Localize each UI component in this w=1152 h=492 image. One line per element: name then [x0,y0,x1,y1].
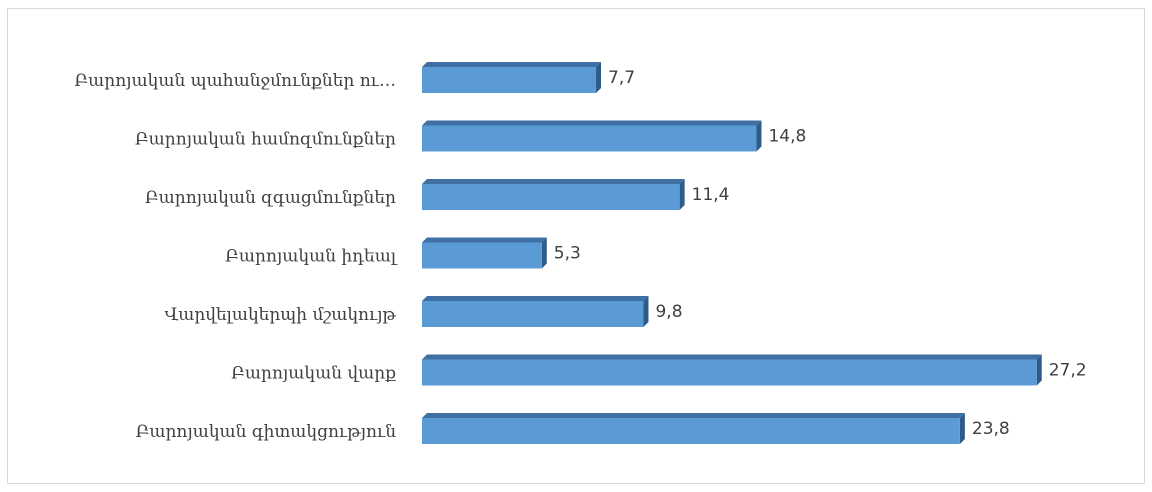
bar-top-face [422,296,649,301]
bar-top-face [422,62,602,67]
category-label: Բարոյական համոզմունքներ [135,130,396,150]
data-label: 7,7 [608,68,635,88]
bar [422,418,960,444]
bar-top-face [422,237,547,243]
data-label: 14,8 [768,127,806,147]
bar-side-face [756,120,762,152]
category-label: Վարվելակերպի մշակույթ [165,305,397,325]
bar-side-face [541,237,547,269]
bar [422,242,542,269]
bar-side-face [959,413,965,444]
category-label: Բարոյական վարք [231,364,396,384]
bar [422,184,680,210]
category-label: Բարոյական պահանջմունքներ ու… [74,71,396,91]
bar [422,301,644,327]
bar [422,67,597,93]
bar [422,125,757,152]
bar-top-face [422,354,1042,360]
data-label: 27,2 [1049,361,1087,381]
data-label: 5,3 [554,244,581,264]
category-label: Բարոյական գիտակցություն [136,422,397,442]
data-label: 9,8 [655,302,682,322]
bar-side-face [1036,354,1042,386]
bar-side-face [679,179,685,210]
bar [422,359,1037,386]
data-label: 11,4 [692,185,730,205]
bar-side-face [596,62,602,93]
bar-top-face [422,120,762,126]
bar-side-face [643,296,649,327]
bar-top-face [422,413,965,418]
category-label: Բարոյական իդեալ [225,247,398,267]
bar-top-face [422,179,685,184]
data-label: 23,8 [972,419,1010,439]
category-label: Բարոյական զգացմունքներ [145,188,396,208]
